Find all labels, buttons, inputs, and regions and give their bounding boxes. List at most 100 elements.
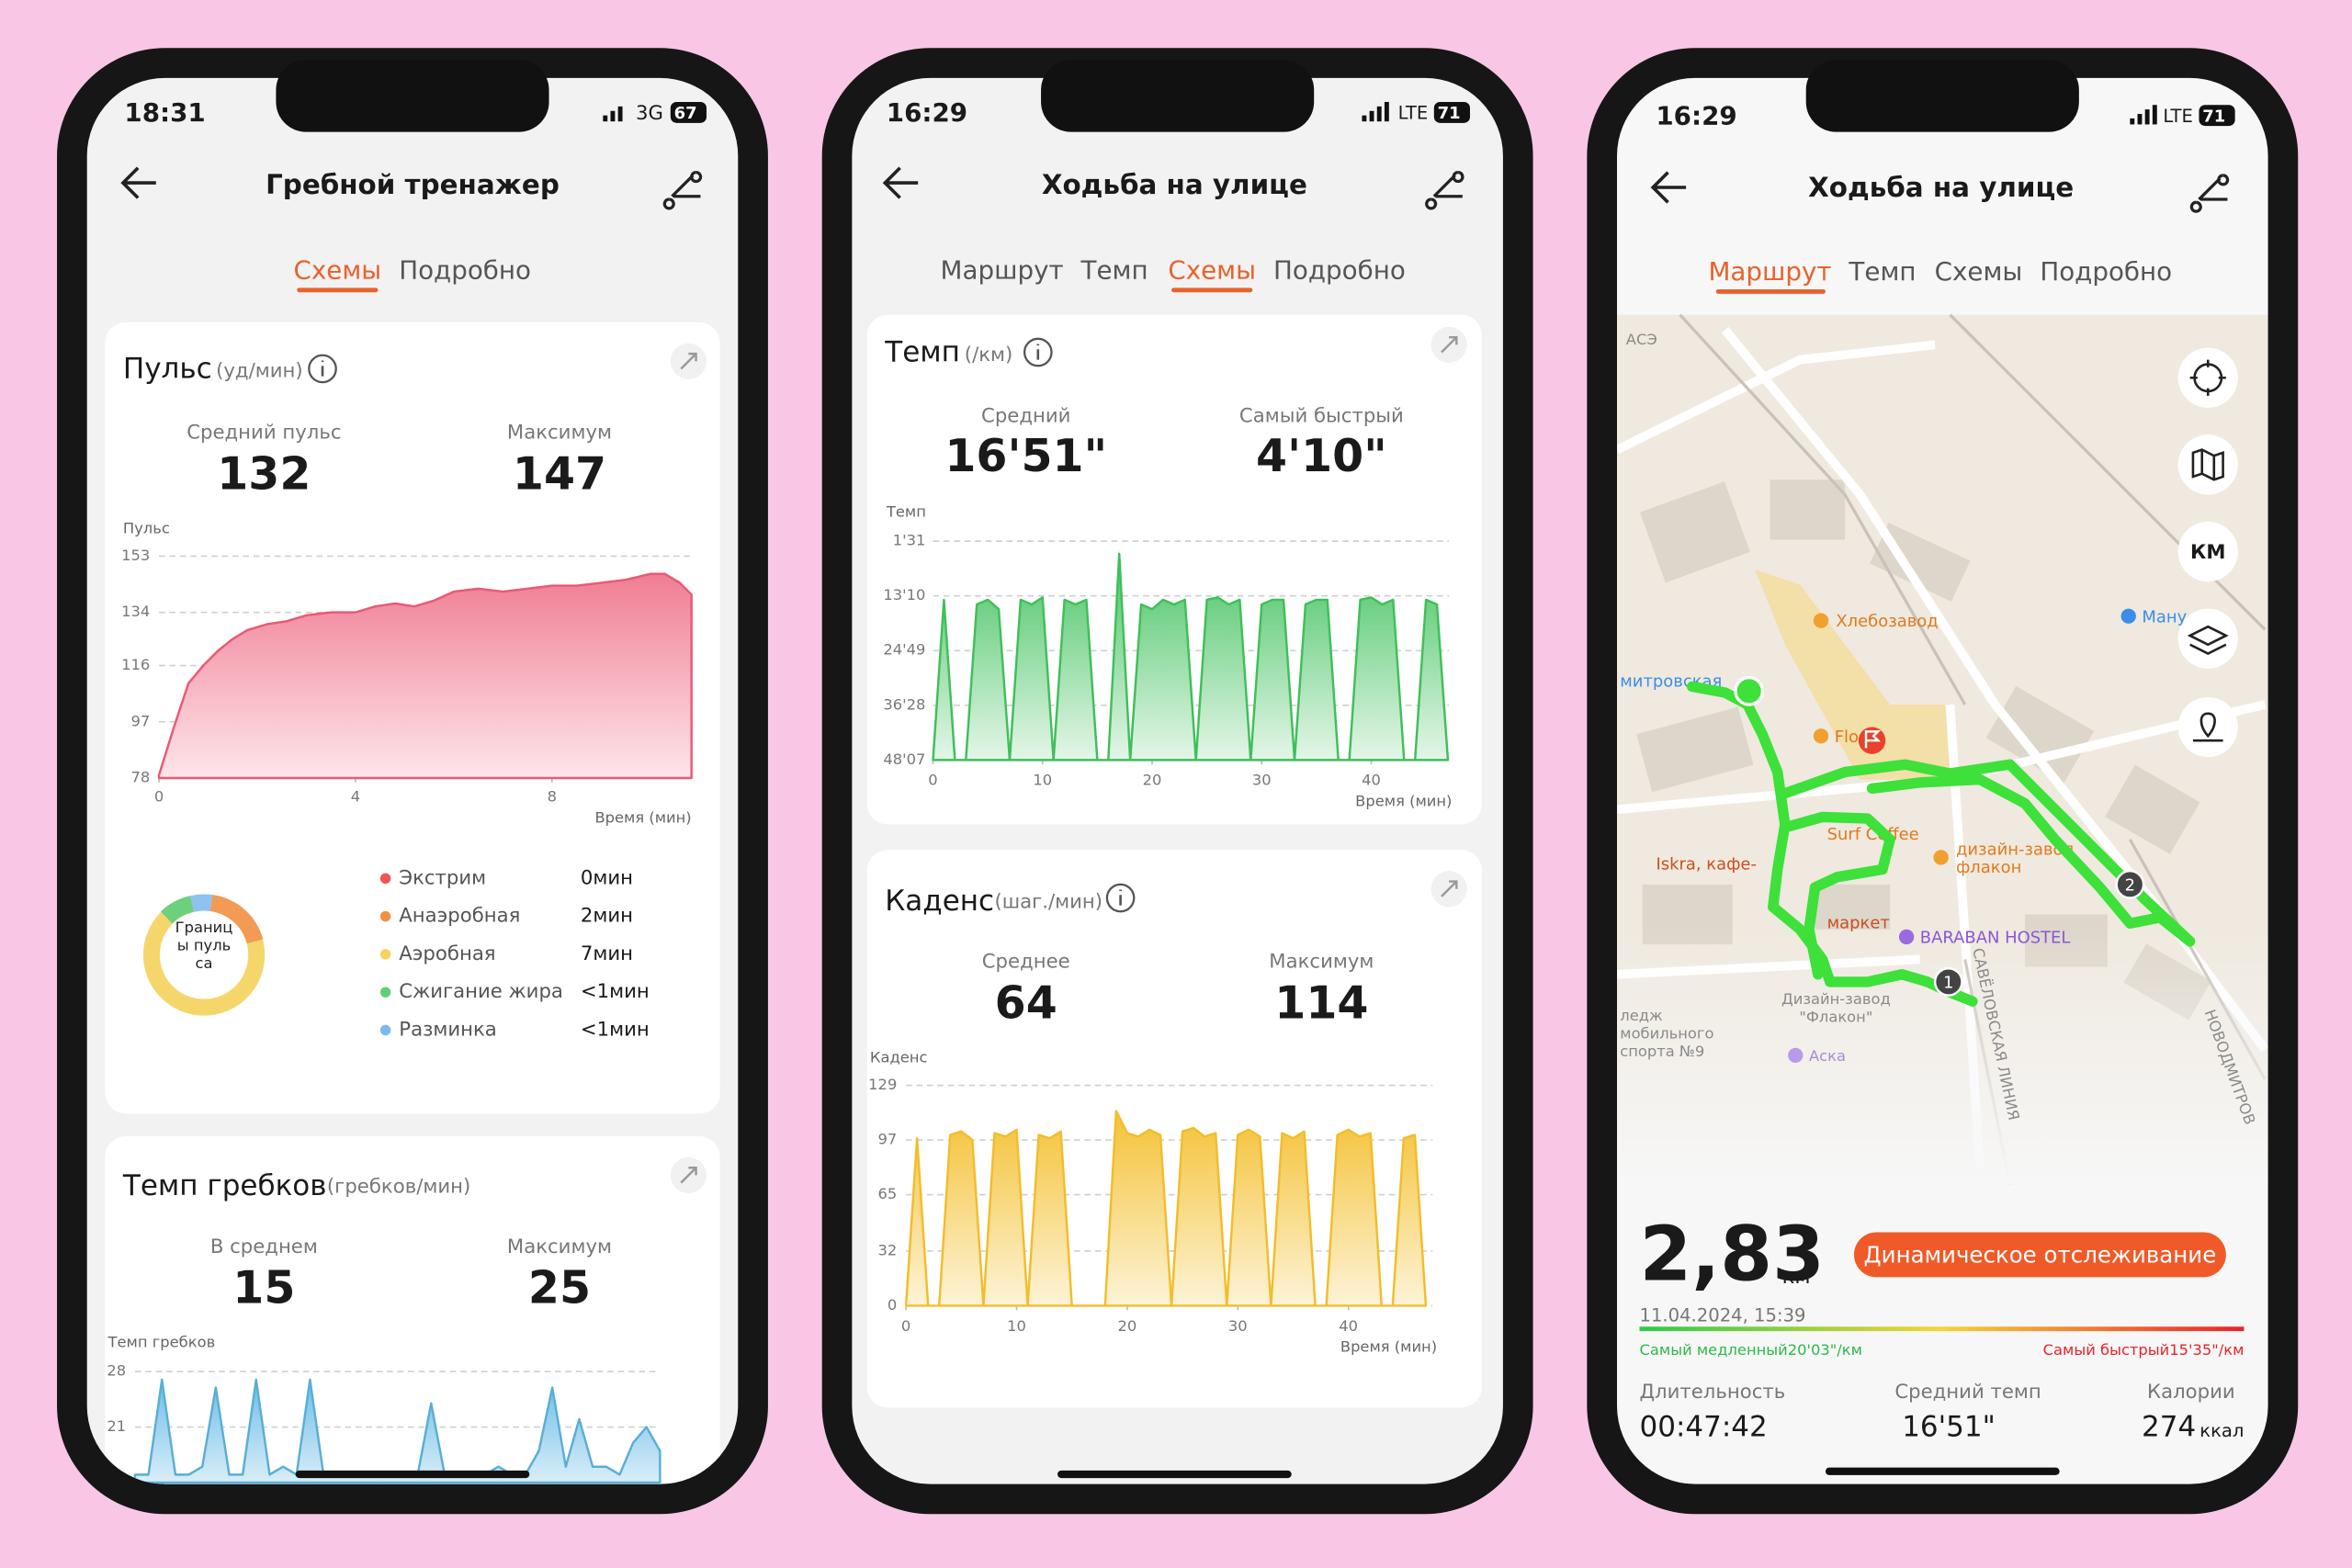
tab[interactable]: Схемы <box>294 254 382 285</box>
tab[interactable]: Подробно <box>1273 254 1406 285</box>
locate-button[interactable] <box>2177 347 2238 408</box>
zones-legend: Экстрим 0мин Анаэробная 2мин Аэробная 7мин Сжи… <box>379 866 650 1041</box>
tracking-button-label: Динамическое отслеживание <box>1864 1242 2217 1269</box>
x-tick-label: 8 <box>548 788 557 806</box>
area <box>932 552 1450 761</box>
stat-label: Средний темп <box>1894 1381 2041 1404</box>
signal-icon <box>2130 105 2157 125</box>
tab[interactable]: Маршрут <box>1708 256 1831 287</box>
unit-button[interactable] <box>2177 521 2238 582</box>
y-tick-label: 21 <box>107 1417 126 1435</box>
card-title: Темп гребков <box>122 1169 327 1202</box>
poi-icon <box>2120 608 2136 624</box>
stat-label: Средний <box>981 405 1070 428</box>
tab-underline <box>297 288 379 293</box>
stat-label: Максимум <box>507 422 612 445</box>
back-button[interactable] <box>1650 171 1687 204</box>
x-tick-label: 10 <box>1033 772 1052 789</box>
x-tick-label: 0 <box>928 772 937 789</box>
km-marker <box>2115 869 2145 899</box>
stat-label: Средний пульс <box>187 422 341 445</box>
pin-button[interactable] <box>2177 696 2238 758</box>
tab[interactable]: Схемы <box>1935 256 2023 287</box>
signal-icon <box>1362 101 1389 122</box>
y-tick-label: 116 <box>121 656 150 673</box>
zone-dot <box>379 1024 391 1036</box>
back-button[interactable] <box>120 166 156 199</box>
map-style-button[interactable] <box>2177 434 2238 495</box>
y-tick-label: 36'28 <box>883 695 925 713</box>
battery-icon <box>2199 105 2235 127</box>
tab-underline <box>1171 288 1253 293</box>
map-buttons <box>2177 347 2238 758</box>
notch <box>1041 60 1315 132</box>
y-tick-label: 28 <box>107 1362 126 1380</box>
stat-label: Максимум <box>1269 951 1374 974</box>
back-button[interactable] <box>882 166 919 199</box>
x-tick-label: 30 <box>1252 772 1272 789</box>
map[interactable]: АСЭ Хлебозавод Ману митровская Flo Surf … <box>1617 313 2268 1185</box>
y-tick-label: 97 <box>130 712 150 729</box>
tab[interactable]: Подробно <box>399 254 531 285</box>
info-icon[interactable] <box>1023 337 1053 367</box>
header-title: Ходьба на улице <box>1808 172 2074 203</box>
y-tick-label: 24'49 <box>883 641 925 659</box>
info-icon[interactable] <box>308 354 337 384</box>
map-label: Iskra, кафе- <box>1656 855 1756 874</box>
tab[interactable]: Подробно <box>2040 256 2172 287</box>
area <box>157 572 693 780</box>
expand-icon[interactable] <box>1430 326 1467 363</box>
card-unit: (шаг./мин) <box>994 890 1102 913</box>
notches <box>276 60 2079 132</box>
chart-x-label: Время (мин) <box>594 809 691 827</box>
route-icon[interactable] <box>1425 171 1464 210</box>
info-icon[interactable] <box>1105 883 1136 913</box>
tab[interactable]: Темп <box>1080 254 1148 285</box>
chart-y-label: Пульс <box>123 520 170 537</box>
layers-button[interactable] <box>2177 608 2238 669</box>
stat-label: В среднем <box>210 1235 318 1258</box>
map-label: BARABAN HOSTEL <box>1920 929 2071 948</box>
signal-icon <box>603 106 623 122</box>
y-tick-label: 153 <box>121 547 150 564</box>
tab[interactable]: Маршрут <box>941 254 1064 285</box>
x-tick-label: 0 <box>901 1317 910 1335</box>
x-tick-label: 20 <box>1143 772 1162 789</box>
zone-name: Аэробная <box>399 942 495 965</box>
pace-gradient <box>1639 1326 2245 1332</box>
route-icon[interactable] <box>2189 174 2230 213</box>
tab[interactable]: Схемы <box>1168 254 1256 285</box>
tracking-button[interactable] <box>1853 1232 2226 1278</box>
map-label: дизайн-завод <box>1956 840 2075 859</box>
zone-dot <box>379 949 391 960</box>
chart-x-label: Время (мин) <box>1355 793 1452 810</box>
km-marker-label: 1 <box>1943 974 1953 993</box>
x-tick-label: 40 <box>1339 1317 1358 1335</box>
chart-y-label: Каденс <box>870 1049 928 1066</box>
y-tick-label: 134 <box>121 603 150 620</box>
tab[interactable]: Темп <box>1848 256 1916 287</box>
expand-icon[interactable] <box>670 1156 707 1194</box>
y-tick-label: 97 <box>878 1131 898 1148</box>
expand-icon[interactable] <box>670 343 707 379</box>
stat-label: Самый быстрый <box>1239 405 1404 428</box>
map-label: маркет <box>1827 913 1890 932</box>
x-tick-label: 4 <box>351 788 360 806</box>
chart-y-label: Темп <box>886 503 926 521</box>
map-label: ледж <box>1620 1007 1663 1024</box>
poi-icon <box>1813 613 1829 628</box>
battery-level: 67 <box>674 104 697 123</box>
map-label: Flo <box>1835 728 1859 747</box>
battery-level: 71 <box>2202 107 2225 126</box>
route-icon[interactable] <box>662 171 703 210</box>
card-unit: (/км) <box>965 344 1013 367</box>
map-label: Аска <box>1809 1047 1846 1065</box>
stat-label: Калории <box>2147 1381 2235 1404</box>
y-tick-label: 48'07 <box>883 750 925 768</box>
zone-time: <1мин <box>581 980 650 1003</box>
zone-dot <box>379 987 391 998</box>
expand-icon[interactable] <box>1430 871 1467 908</box>
map-label: мобильного <box>1620 1025 1713 1043</box>
